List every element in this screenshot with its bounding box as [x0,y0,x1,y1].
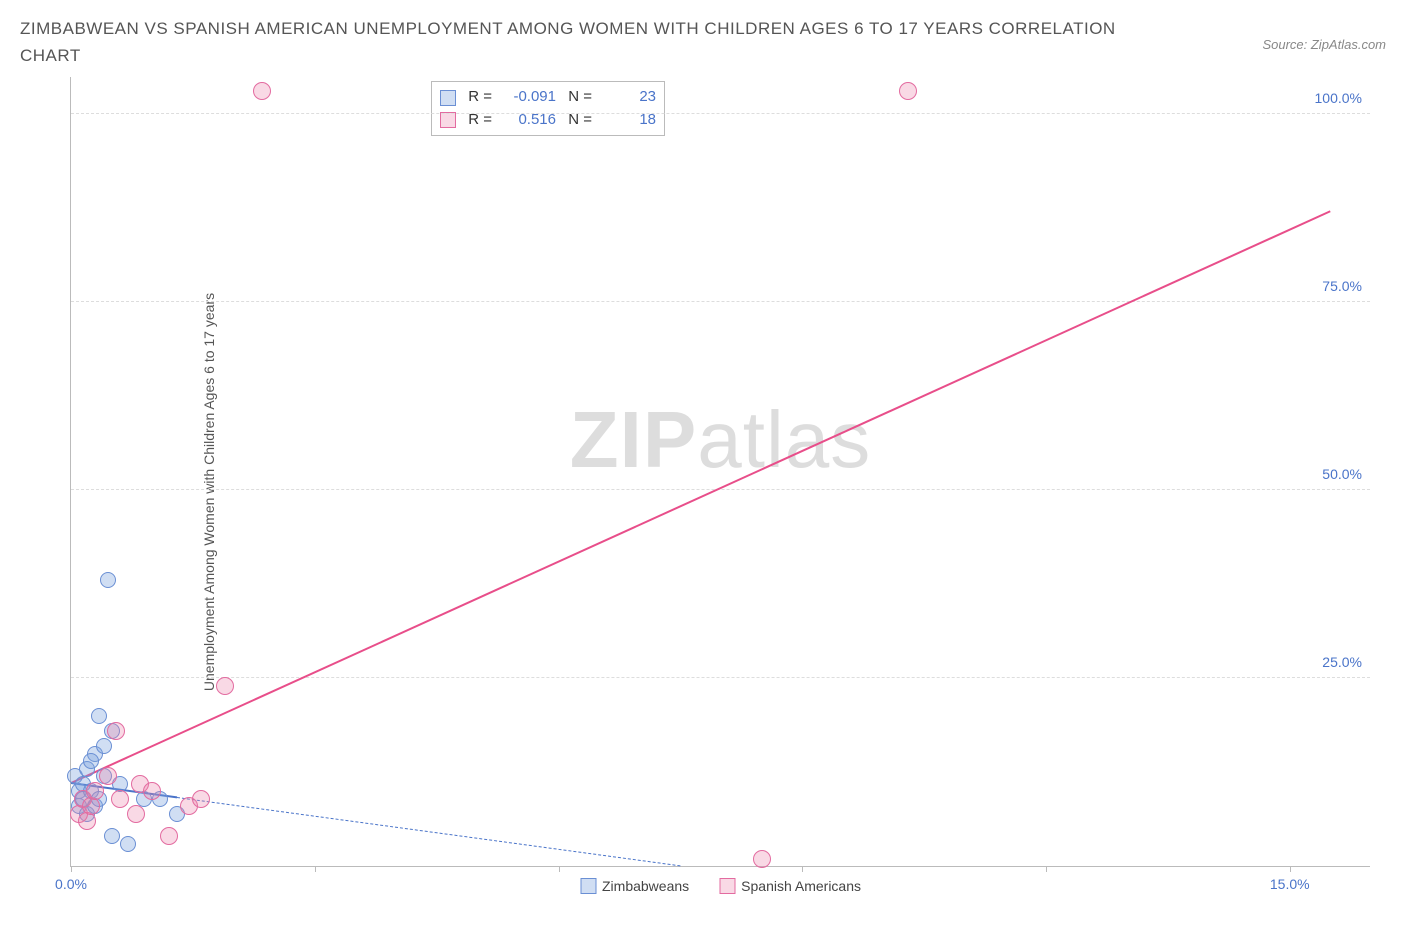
legend-item: Spanish Americans [719,878,861,894]
legend-swatch [580,878,596,894]
data-point [160,827,178,845]
y-tick-label: 75.0% [1322,278,1362,294]
plot-area: ZIPatlas R =-0.091N =23R =0.516N =18 Zim… [70,77,1370,867]
x-tick-label: 15.0% [1270,876,1310,892]
legend: Zimbabweans Spanish Americans [580,878,861,894]
data-point [120,836,136,852]
y-tick-label: 50.0% [1322,466,1362,482]
x-tick [802,866,803,872]
legend-swatch [440,90,456,106]
data-point [100,572,116,588]
data-point [107,722,125,740]
source-attribution: Source: ZipAtlas.com [1262,37,1386,52]
legend-label: Zimbabweans [602,878,689,894]
data-point [143,782,161,800]
x-tick [1046,866,1047,872]
data-point [78,812,96,830]
x-tick [315,866,316,872]
data-point [216,677,234,695]
x-tick-label: 0.0% [55,876,87,892]
gridline [71,677,1370,678]
data-point [253,82,271,100]
trend-line [71,210,1331,784]
data-point [127,805,145,823]
gridline [71,489,1370,490]
legend-label: Spanish Americans [741,878,861,894]
data-point [192,790,210,808]
data-point [111,790,129,808]
x-tick [559,866,560,872]
data-point [91,708,107,724]
trend-line [177,797,681,866]
data-point [96,738,112,754]
stats-row: R =-0.091N =23 [440,86,656,109]
legend-swatch [719,878,735,894]
chart-title: ZIMBABWEAN VS SPANISH AMERICAN UNEMPLOYM… [20,15,1120,69]
y-tick-label: 25.0% [1322,654,1362,670]
y-tick-label: 100.0% [1315,90,1362,106]
data-point [753,850,771,868]
data-point [83,753,99,769]
data-point [82,797,100,815]
data-point [104,828,120,844]
legend-swatch [440,112,456,128]
gridline [71,113,1370,114]
x-tick [71,866,72,872]
data-point [86,782,104,800]
legend-item: Zimbabweans [580,878,689,894]
stats-box: R =-0.091N =23R =0.516N =18 [431,81,665,136]
correlation-chart: Unemployment Among Women with Children A… [20,77,1386,907]
x-tick [1290,866,1291,872]
gridline [71,301,1370,302]
data-point [99,767,117,785]
data-point [899,82,917,100]
